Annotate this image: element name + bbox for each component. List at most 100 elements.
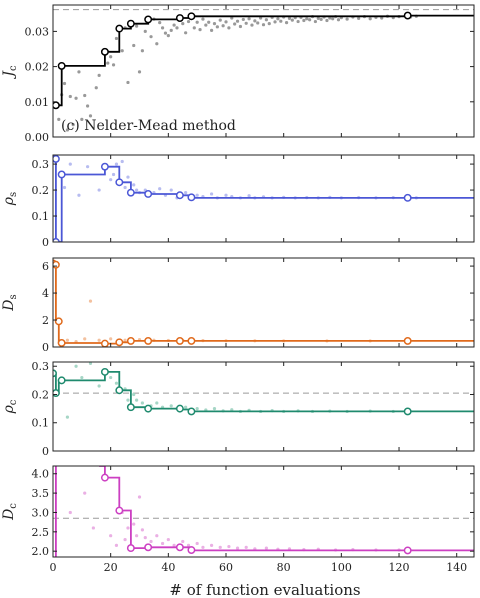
scatter-point [244, 545, 248, 549]
scatter-point [97, 338, 101, 342]
scatter-point [169, 188, 173, 192]
scatter-point [331, 17, 335, 21]
scatter-point [316, 16, 320, 20]
best-point-marker [53, 260, 60, 269]
x-tick-label: 100 [331, 561, 352, 574]
best-point-marker [115, 506, 124, 515]
scatter-point [137, 495, 142, 499]
scatter-point [296, 19, 300, 24]
y-axis-label: Ds [1, 294, 19, 311]
scatter-point [62, 81, 67, 86]
scatter-point [319, 17, 323, 22]
scatter-point [163, 31, 168, 35]
scatter-point [166, 537, 170, 542]
x-tick-label: 40 [161, 561, 175, 574]
axes-frame [52, 257, 475, 348]
subplot-1: 0.00 0.01 0.02 0.03 Jc (c) Nelder-Mead method [1, 4, 475, 144]
best-point-marker [175, 543, 184, 552]
scatter-point [235, 546, 240, 550]
scatter-point [123, 537, 127, 542]
best-point-marker [115, 338, 124, 347]
x-tick-label: 140 [446, 561, 467, 574]
scatter-point [94, 86, 98, 90]
scatter-point [345, 17, 349, 21]
scatter-point [368, 17, 372, 21]
best-point-marker [57, 170, 66, 179]
plot-area [53, 362, 474, 419]
scatter-point [91, 526, 95, 530]
scatter-point [160, 26, 165, 30]
scatter-point [256, 21, 260, 25]
scatter-point [126, 398, 130, 402]
y-tick-label: 4 [42, 287, 49, 300]
best-point-marker [53, 369, 57, 378]
scatter-point [68, 94, 72, 99]
scatter-point [244, 21, 248, 25]
scatter-point [140, 401, 144, 405]
scatter-point [357, 16, 361, 20]
scatter-point [88, 299, 93, 303]
best-point-marker [53, 155, 60, 163]
scatter-point [97, 188, 101, 192]
best-point-marker [187, 193, 196, 202]
scatter-point [195, 407, 199, 411]
y-tick-label: 0.01 [25, 96, 50, 109]
scatter-point [80, 117, 84, 121]
scatter-point [109, 55, 113, 59]
scatter-point [97, 384, 101, 388]
plot-area [53, 155, 474, 242]
scatter-point [253, 19, 257, 23]
scatter-point [230, 16, 234, 20]
scatter-point [325, 18, 329, 23]
scatter-point [132, 43, 136, 48]
scatter-point [224, 20, 228, 24]
best-point-marker [126, 188, 135, 197]
best-point-marker [126, 19, 135, 28]
scatter-point [186, 543, 191, 547]
best-point-marker [175, 14, 184, 22]
scatter-point [135, 534, 139, 538]
scatter-point [212, 407, 217, 411]
y-tick-label: 0 [42, 236, 49, 249]
scatter-point [250, 23, 254, 27]
y-axis-label: Jc [1, 65, 19, 80]
scatter-point [140, 49, 144, 53]
scatter-point [83, 491, 87, 495]
scatter-point [132, 522, 136, 526]
scatter-point [83, 93, 87, 98]
axes-frame [52, 361, 475, 452]
best-point-marker [57, 61, 66, 70]
scatter-point [169, 28, 173, 32]
axes-frame [52, 465, 475, 558]
scatter-point [143, 29, 147, 33]
scatter-point [192, 26, 196, 30]
scatter-point [224, 193, 228, 197]
scatter-point [123, 338, 127, 342]
subplot-5: 2.0 2.5 3.0 3.5 4.0 0 20 40 60 80 100 120 140 Dc [1, 465, 475, 574]
scatter-point [126, 526, 130, 530]
scatter-point [77, 193, 81, 197]
scatter-point [109, 178, 113, 182]
best-point-marker [115, 24, 124, 33]
y-tick-label: 0.1 [32, 210, 50, 223]
scatter-point [132, 392, 136, 397]
scatter-point [74, 96, 78, 100]
scatter-point [181, 539, 185, 544]
scatter-point [184, 31, 188, 35]
best-point-marker [403, 407, 412, 416]
scatter-point [218, 545, 222, 549]
best-point-marker [144, 190, 153, 198]
best-point-marker [144, 404, 153, 413]
best-point-marker [57, 339, 66, 347]
best-point-marker [57, 376, 66, 385]
y-tick-label: 0.3 [32, 158, 50, 171]
scatter-point [247, 17, 251, 21]
best-point-marker [175, 336, 184, 345]
scatter-point [126, 80, 130, 85]
x-tick-label: 120 [389, 561, 410, 574]
scatter-point [267, 22, 271, 26]
scatter-point [155, 401, 159, 405]
scatter-point [259, 16, 263, 20]
scatter-point [120, 159, 124, 164]
